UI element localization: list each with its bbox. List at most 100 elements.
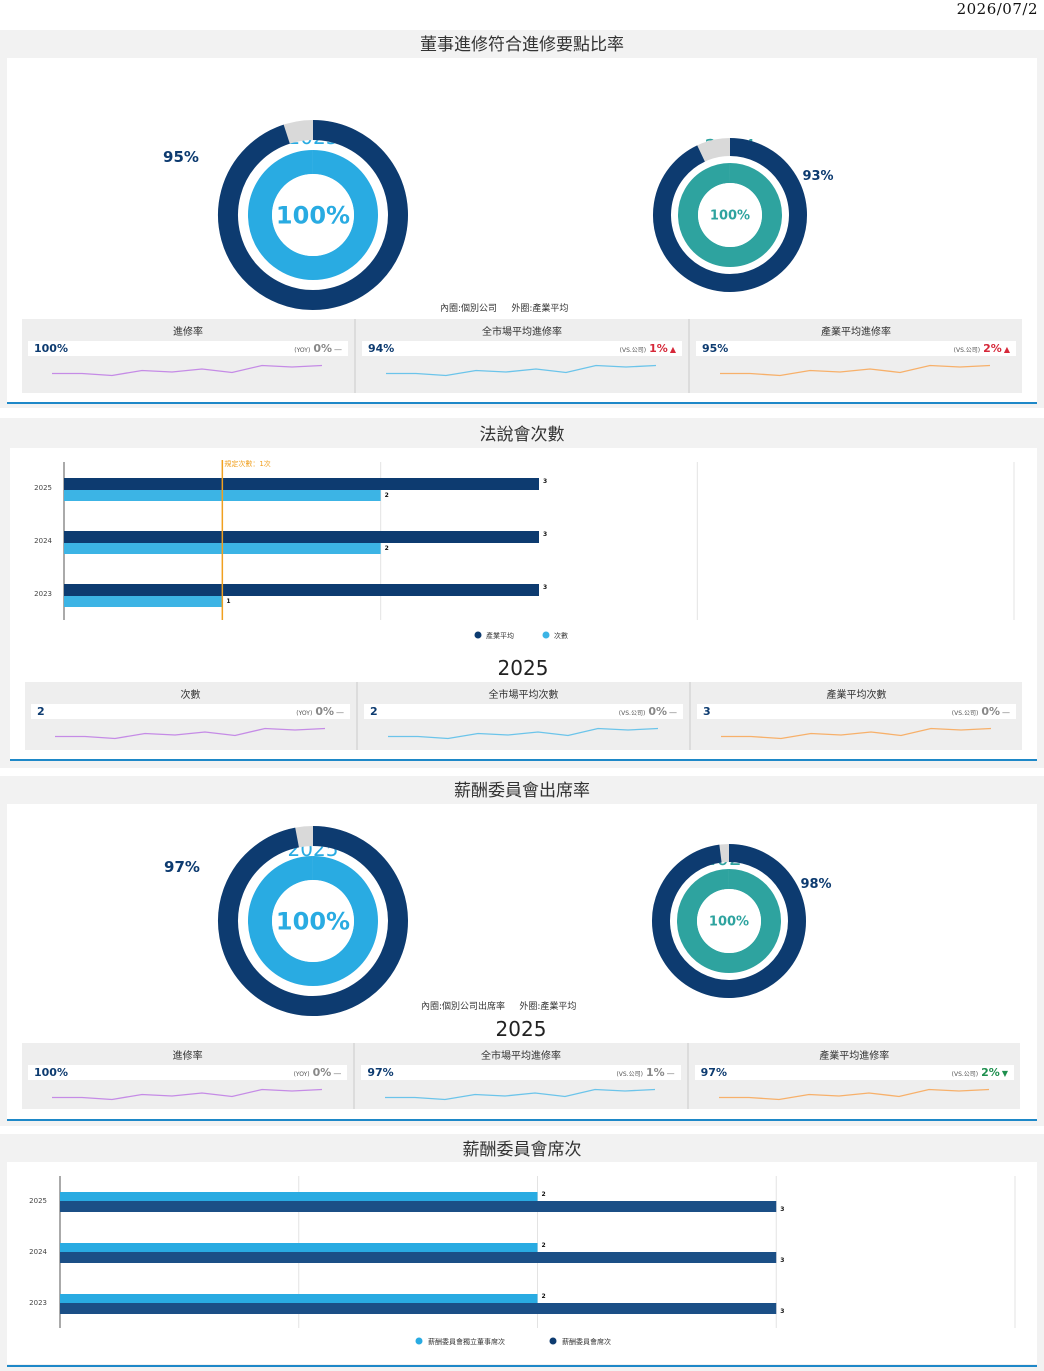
left-donut-outer-label: 97% [164, 858, 200, 876]
compare-label: (VS.公司) [618, 710, 646, 717]
stat-title: 全市場平均進修率 [480, 1051, 561, 1062]
bar-count [64, 596, 223, 607]
section-divider [7, 1365, 1037, 1367]
stat-title: 進修率 [173, 327, 203, 338]
sparkline-path [386, 364, 657, 377]
section-title: 法說會次數 [479, 425, 565, 445]
stat-row: 100% (YOY) 0% — [28, 1065, 348, 1082]
stat-compare: (YOY) 0% — [294, 1065, 342, 1082]
data-label: 3 [543, 478, 547, 485]
compare-label: (YOY) [293, 1071, 310, 1078]
sparkline [721, 727, 992, 740]
stat-title: 進修率 [172, 1051, 203, 1062]
data-label: 2 [542, 1191, 546, 1198]
sparkline-path [52, 364, 323, 377]
right-donut-inner-arc [677, 869, 781, 973]
legend-marker [474, 631, 482, 639]
trend-icon: ▲ [669, 345, 676, 354]
note-outer: 外圈:產業平均 [519, 1002, 577, 1012]
stat-cards: 進修率 100% (YOY) 0% — 全市場平均進修率 97% (VS.公司) 1%… [22, 1043, 1020, 1109]
legend-label: 薪酬委員會席次 [562, 1337, 611, 1346]
section-title: 薪酬委員會席次 [462, 1140, 582, 1160]
bar-panel: 2025 2 3 2024 2 3 2023 2 3 薪酬委員會獨立董事席次 薪酬委員會席次 [7, 1162, 1037, 1364]
right-donut-outer-arc [653, 138, 807, 292]
legend-marker [542, 631, 550, 639]
data-label: 2 [542, 1242, 546, 1249]
tick-label: 2024 [29, 1248, 47, 1256]
sparkline-path [718, 1088, 989, 1101]
compare-percent: 0% [312, 1066, 332, 1079]
trend-icon: — [666, 1069, 675, 1078]
section-committee-attendance: 薪酬委員會出席率 2025 97% 2024 98% 100% 100% 內圈:個… [0, 776, 1044, 1126]
compare-percent: 1% [649, 342, 668, 355]
left-donut-center [272, 174, 354, 256]
donut-charts: 2025 97% 2024 98% 100% 100% [164, 826, 832, 1016]
compare-label: (VS.公司) [619, 347, 647, 354]
stat-value: 2 [370, 705, 378, 718]
stat-compare: (YOY) 0% — [296, 704, 344, 721]
compare-label: (VS.公司) [951, 1071, 979, 1078]
compare-percent: 0% [315, 705, 334, 718]
stat-compare: (VS.公司) 0% — [619, 704, 677, 721]
legend-label: 薪酬委員會獨立董事席次 [428, 1337, 505, 1346]
stat-value: 100% [34, 342, 68, 355]
left-donut-outer-arc [218, 120, 408, 310]
stat-row: 100% (YOY) 0% — [28, 341, 348, 356]
stat-row: 97% (VS.公司) 2% ▼ [694, 1065, 1014, 1082]
tick-label: 2024 [34, 537, 52, 545]
stat-compare: (YOY) 0% — [294, 341, 342, 358]
data-label: 2 [385, 492, 389, 499]
compare-label: (VS.公司) [953, 347, 981, 354]
bar-committee-seats [60, 1252, 777, 1263]
section-divider [7, 1119, 1037, 1121]
right-donut-inner-label: 100% [709, 915, 749, 930]
sparkline [720, 364, 991, 377]
stat-compare: (VS.公司) 2% ▲ [954, 341, 1010, 358]
stat-row: 94% (VS.公司) 1% ▲ [362, 341, 682, 356]
stat-compare: (VS.公司) 2% ▼ [952, 1065, 1008, 1082]
stat-card: 全市場平均進修率 94% (VS.公司) 1% ▲ [356, 319, 688, 393]
legend-label: 產業平均 [486, 631, 514, 640]
section-training-rate: 董事進修符合進修要點比率 2025 95% 2024 93% 100% 100% … [0, 30, 1044, 408]
sparkline-path [388, 727, 659, 740]
compare-percent: 0% [981, 705, 1000, 718]
data-label: 1 [226, 598, 230, 605]
stat-cards: 次數 2 (YOY) 0% — 全市場平均次數 2 (VS.公司) 0% — 產業平均次… [25, 682, 1022, 750]
stat-card: 產業平均次數 3 (VS.公司) 0% — [691, 682, 1022, 750]
left-donut-outer-label: 95% [163, 148, 199, 166]
donut-note: 內圈:個別公司出席率 外圈:產業平均 [421, 999, 576, 1012]
trend-icon: — [336, 708, 344, 717]
note-outer: 外圈:產業平均 [511, 304, 569, 314]
sparkline-path [52, 1088, 323, 1101]
sparkline [386, 364, 657, 377]
sparkline [385, 1088, 656, 1101]
report-date: 2026/07/2 [956, 0, 1038, 18]
left-donut-inner-arc [248, 150, 378, 280]
sparkline [718, 1088, 989, 1101]
compare-label: (VS.公司) [616, 1071, 643, 1078]
stat-title: 產業平均進修率 [819, 1051, 890, 1062]
bar-committee-seats [60, 1201, 777, 1212]
compare-percent: 2% [981, 1066, 1000, 1079]
stat-year: 2025 [497, 656, 549, 680]
compare-label: (VS.公司) [951, 710, 979, 717]
data-label: 3 [780, 1257, 784, 1264]
section-title: 董事進修符合進修要點比率 [420, 35, 624, 55]
trend-icon: — [333, 1069, 342, 1078]
stat-year: 2025 [495, 1017, 547, 1041]
sparkline [388, 727, 659, 740]
stat-compare: (VS.公司) 1% — [616, 1065, 674, 1082]
stat-value: 97% [700, 1066, 727, 1079]
stat-card: 進修率 100% (YOY) 0% — [22, 319, 354, 393]
legend-marker [415, 1337, 423, 1345]
section-divider [10, 759, 1037, 761]
stat-compare: (VS.公司) 1% ▲ [620, 341, 676, 358]
stat-row: 2 (VS.公司) 0% — [364, 704, 683, 719]
data-label: 3 [543, 584, 547, 591]
legend-label: 次數 [554, 631, 568, 640]
note-inner: 內圈:個別公司出席率 [421, 1002, 506, 1012]
section-committee-seats: 薪酬委員會席次 2025 2 3 2024 2 3 2023 2 3 薪酬委員會獨立董事席次 薪酬委… [0, 1134, 1044, 1371]
tick-label: 2025 [29, 1197, 47, 1205]
sparkline [55, 727, 326, 740]
reference-line-label: 規定次數：1次 [224, 459, 270, 468]
